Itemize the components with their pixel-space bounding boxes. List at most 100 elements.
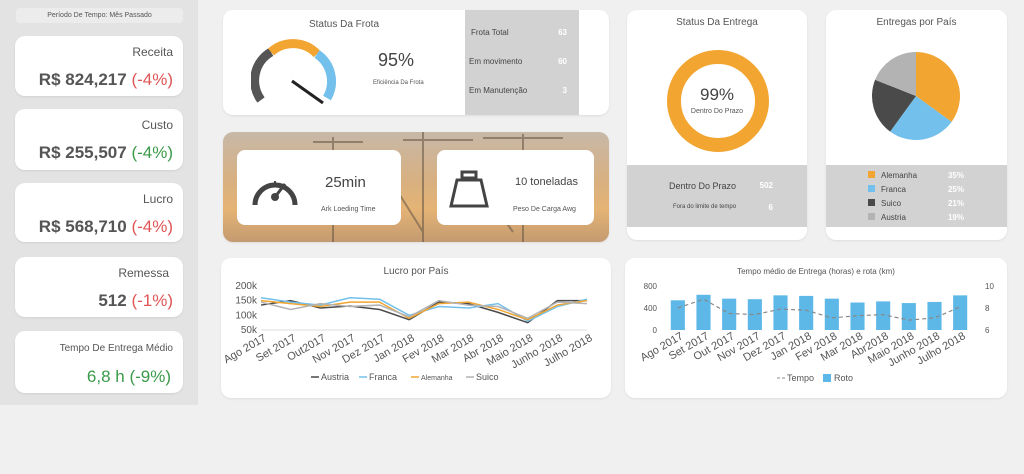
kpi-value: R$ 568,710 <box>38 217 127 236</box>
delivery-row: Fora do limite de tempo 6 <box>673 203 773 212</box>
chart-title: Lucro por País <box>383 266 448 277</box>
bar-roto <box>824 298 839 330</box>
series-line-alemanha <box>260 299 588 321</box>
ops-banner: 25min Ark Loeding Time 10 toneladas Peso… <box>223 132 609 242</box>
pie-slice-alemanha <box>916 52 960 122</box>
delivery-percent: 99% <box>699 85 735 104</box>
kpi-label: Lucro <box>142 192 173 206</box>
kpi-change: (-1%) <box>131 291 173 310</box>
legend-item: Franca 25% <box>868 185 964 194</box>
gauge-needle <box>291 79 324 104</box>
bar-roto <box>773 295 788 330</box>
delivery-time-bar-chart: Tempo médio de Entrega (horas) e rota (k… <box>639 267 995 383</box>
loading-time-value: 25min <box>325 174 366 191</box>
cargo-weight-tile: 10 toneladas Peso De Carga Awg <box>437 150 594 225</box>
kpi-value: R$ 824,217 <box>38 70 127 89</box>
kpi-delivery-time-card: Tempo De Entrega Médio 6,8 h (-9%) <box>15 331 183 393</box>
kpi-label: Custo <box>141 118 173 132</box>
card-title: Status Da Frota <box>308 19 380 30</box>
kpi-value: 6,8 h <box>86 367 125 386</box>
kpi-change: (-4%) <box>131 143 173 162</box>
legend-swatch-roto <box>823 374 831 382</box>
kpi-value: R$ 255,507 <box>38 143 127 162</box>
country-pie-chart <box>872 52 960 140</box>
kpi-profit-card: Lucro R$ 568,710 (-4%) <box>15 183 183 242</box>
bar-roto <box>696 294 711 330</box>
profit-by-country-card: Lucro por País 200k 150k 100k 50k Ago 2017 Se… <box>221 258 611 398</box>
cargo-weight-value: 10 toneladas <box>515 176 578 188</box>
y-right-tick-label: 6 <box>985 326 990 335</box>
speedometer-icon <box>252 181 298 206</box>
pie-slice-austria <box>875 52 916 96</box>
kpi-change: (-4%) <box>131 217 173 236</box>
chart-title: Tempo médio de Entrega (horas) e rota (k… <box>737 267 895 276</box>
fleet-caption: Eficiência Da Frota <box>373 80 424 86</box>
weight-icon <box>449 170 489 208</box>
fleet-gauge <box>251 39 337 104</box>
y-tick-label: 150k <box>235 296 258 307</box>
y-left-tick-label: 400 <box>644 304 658 313</box>
legend-swatch <box>868 185 875 192</box>
y-tick-label: 200k <box>235 281 258 292</box>
fleet-row: Em Manutenção 3 <box>469 86 567 95</box>
gauge-arc-orange <box>268 39 321 58</box>
delivery-caption: Dentro Do Prazo <box>690 108 744 115</box>
gauge-arc-dark <box>251 48 274 103</box>
bar-roto <box>799 295 814 330</box>
pie-slice-suico <box>872 79 916 132</box>
kpi-change: (-9%) <box>129 367 171 386</box>
legend-label: Roto <box>834 373 853 383</box>
kpi-revenue-card: Receita R$ 824,217 (-4%) <box>15 36 183 96</box>
bar-roto <box>953 295 968 330</box>
delivery-status-card: Status Da Entrega 99% Dentro Do Prazo De… <box>627 10 807 240</box>
pie-slice-franca <box>890 96 952 140</box>
fleet-status-card: Status Da Frota 95% Eficiência Da Frota … <box>223 10 609 115</box>
delivery-donut <box>667 50 769 152</box>
gauge-arc-blue <box>314 50 337 101</box>
period-filter[interactable]: Período De Tempo: Mês Passado <box>16 8 183 23</box>
loading-time-label: Ark Loeding Time <box>321 206 376 213</box>
legend-item: Alemanha 35% <box>868 171 964 180</box>
fleet-row: Frota Total 63 <box>471 28 567 37</box>
series-line-tempo <box>677 298 961 321</box>
legend-label: Franca <box>369 372 397 382</box>
legend-swatch <box>868 171 875 178</box>
fleet-stats-panel: Frota Total 63 Em movimento 60 Em Manutenç… <box>465 10 579 115</box>
y-right-tick-label: 10 <box>985 282 994 291</box>
bar-roto <box>901 303 916 330</box>
legend-label: Alemanha <box>421 375 453 382</box>
fleet-row: Em movimento 60 <box>469 57 567 66</box>
sidebar: Período De Tempo: Mês Passado Receita R$… <box>0 0 198 405</box>
legend-item: Austria 19% <box>868 213 964 222</box>
bar-roto <box>876 301 891 330</box>
legend-label: Austria <box>321 372 349 382</box>
bar-roto <box>670 300 685 330</box>
kpi-shipment-card: Remessa 512 (-1%) <box>15 257 183 317</box>
country-legend: Alemanha 35% Franca 25% Suico 21% Austria 19% <box>826 165 1007 227</box>
bar-roto <box>927 301 942 330</box>
y-left-tick-label: 800 <box>644 282 658 291</box>
delivery-time-route-card: Tempo médio de Entrega (horas) e rota (k… <box>625 258 1007 398</box>
y-right-tick-label: 8 <box>985 304 990 313</box>
kpi-label: Receita <box>132 45 173 59</box>
legend-item: Suico 21% <box>868 199 964 208</box>
delivery-stats-panel: Dentro Do Prazo 502 Fora do limite de tem… <box>627 165 807 227</box>
cargo-weight-label: Peso De Carga Awg <box>513 206 576 213</box>
loading-time-tile: 25min Ark Loeding Time <box>237 150 401 225</box>
series-line-suico <box>260 299 588 320</box>
fleet-percent: 95% <box>378 50 415 70</box>
kpi-label: Tempo De Entrega Médio <box>59 343 173 354</box>
kpi-cost-card: Custo R$ 255,507 (-4%) <box>15 109 183 170</box>
y-tick-label: 100k <box>235 310 258 321</box>
y-left-tick-label: 0 <box>653 326 658 335</box>
legend-swatch <box>868 199 875 206</box>
legend-label: Suico <box>476 372 499 382</box>
bar-roto <box>747 299 762 330</box>
kpi-change: (-4%) <box>131 70 173 89</box>
legend-label: Tempo <box>787 373 814 383</box>
kpi-value: 512 <box>98 291 127 310</box>
kpi-label: Remessa <box>118 266 169 280</box>
legend-swatch <box>868 213 875 220</box>
bar-roto <box>722 298 737 330</box>
